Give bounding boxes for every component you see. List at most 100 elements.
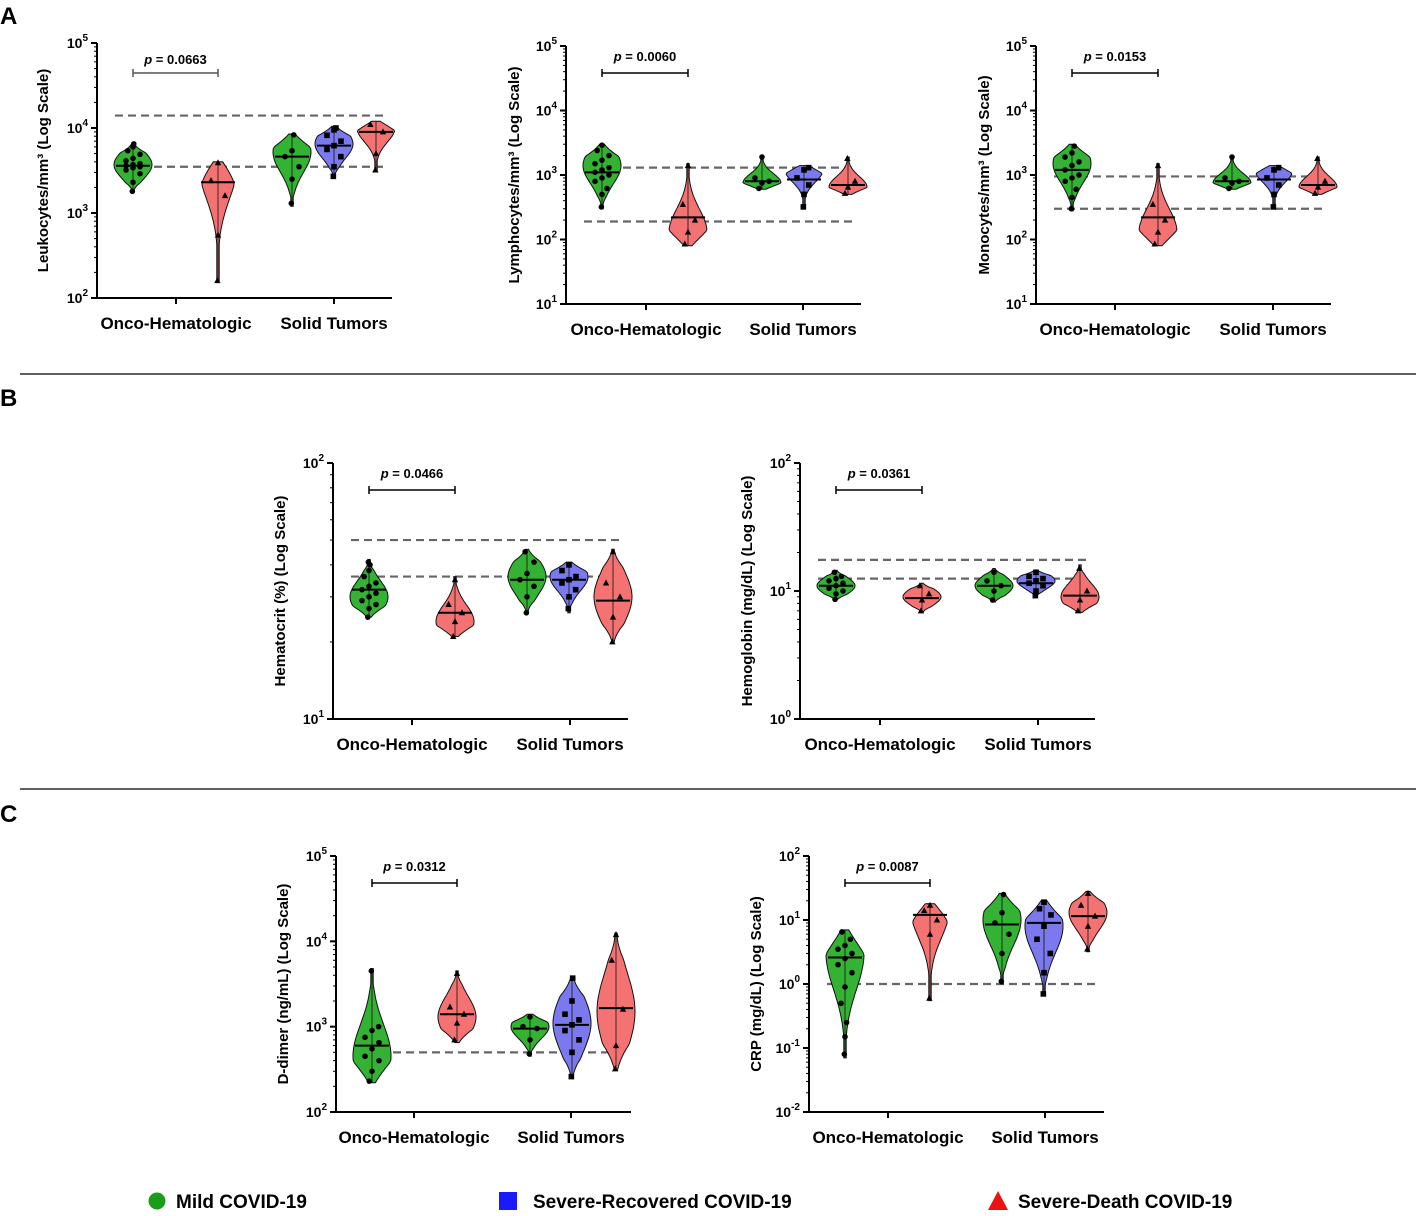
data-point <box>331 143 337 149</box>
data-point <box>1047 951 1053 957</box>
data-point <box>324 147 330 153</box>
violin-mild <box>583 142 621 209</box>
data-point <box>359 587 365 593</box>
y-axis-label: CRP (mg/dL) (Log Scale) <box>748 896 765 1072</box>
data-point <box>333 125 339 131</box>
data-point <box>592 170 598 176</box>
data-point <box>331 174 337 180</box>
y-tick-label: 104 <box>67 118 89 136</box>
x-category-label: Onco-Hematologic <box>804 735 955 754</box>
data-point <box>1033 578 1039 584</box>
y-tick-label: 101 <box>303 709 325 727</box>
violin-mild <box>511 1014 549 1057</box>
legend-label-death: Severe-Death COVID-19 <box>1018 1192 1232 1213</box>
data-point <box>756 186 762 192</box>
data-point <box>566 606 572 612</box>
violin-death <box>597 931 635 1071</box>
data-point <box>1069 195 1075 201</box>
data-point <box>842 943 848 949</box>
data-point <box>842 1051 848 1057</box>
x-category-label: Solid Tumors <box>1219 320 1326 339</box>
data-point <box>840 588 846 594</box>
square-marker-icon <box>499 1192 517 1210</box>
y-tick-label: 101 <box>536 294 558 312</box>
y-tick-label: 100 <box>779 974 801 992</box>
data-point <box>833 591 839 597</box>
violin-mild <box>350 559 388 620</box>
chart-hemoglobin: 100101102Onco-Hematologic Solid TumorsHem… <box>739 453 1099 754</box>
x-category-label: Solid Tumors <box>516 735 623 754</box>
panel-letter-a: A <box>0 3 17 30</box>
data-point <box>527 1014 533 1020</box>
data-point <box>759 180 765 186</box>
data-point <box>842 1034 848 1040</box>
chart-crp: 10-2 10-1 100 101 102 Onco-Hematologic Solid T… <box>748 846 1107 1147</box>
data-point <box>338 138 344 144</box>
y-tick-label: 105 <box>536 36 558 54</box>
violin-death <box>436 576 474 639</box>
data-point <box>1069 163 1075 169</box>
data-point <box>801 192 807 198</box>
violin-mild <box>983 892 1021 984</box>
data-point <box>366 583 372 589</box>
data-point <box>137 152 143 158</box>
panel-letter-b: B <box>0 385 17 412</box>
y-tick-label: 102 <box>536 230 558 248</box>
pvalue-label: p = 0.0663 <box>143 52 207 67</box>
data-point <box>373 602 379 608</box>
data-point <box>752 175 758 181</box>
data-point <box>282 154 288 160</box>
data-point <box>569 1050 575 1056</box>
data-point <box>123 158 129 164</box>
data-point <box>1236 178 1242 184</box>
violin-death <box>913 902 947 1001</box>
chart-lymphocytes: 101102103104105Onco-Hematologic Solid Tum… <box>506 36 867 339</box>
data-point <box>613 931 619 937</box>
data-point <box>1155 162 1161 168</box>
x-category-label: Solid Tumors <box>984 735 1091 754</box>
data-point <box>522 549 528 555</box>
data-point <box>576 1017 582 1023</box>
data-point <box>331 164 337 170</box>
y-tick-label: 104 <box>536 101 558 119</box>
data-point <box>849 970 855 976</box>
data-point <box>992 920 998 926</box>
x-category-label: Onco-Hematologic <box>338 1128 489 1147</box>
violin-mild <box>508 549 546 616</box>
data-point <box>137 161 143 167</box>
violin-mild <box>817 569 855 602</box>
violin-mild <box>975 568 1013 602</box>
data-point <box>1062 178 1068 184</box>
data-point <box>1040 576 1046 582</box>
x-category-label: Onco-Hematologic <box>100 314 251 333</box>
data-point <box>1276 182 1282 188</box>
data-point <box>1222 175 1228 181</box>
data-point <box>562 1028 568 1034</box>
data-point <box>517 577 523 583</box>
data-point <box>1026 574 1032 580</box>
x-category-label: Onco-Hematologic <box>1039 320 1190 339</box>
data-point <box>1271 204 1277 210</box>
data-point <box>998 583 1004 589</box>
data-point <box>570 975 576 981</box>
data-point <box>366 1078 372 1084</box>
data-point <box>844 1020 850 1026</box>
violin-recovered <box>1256 165 1292 210</box>
pvalue-label: p = 0.0466 <box>380 466 444 481</box>
x-category-label: Onco-Hematologic <box>570 320 721 339</box>
data-point <box>359 598 365 604</box>
data-point <box>531 559 537 565</box>
data-point <box>1069 150 1075 156</box>
charts-container: 102 103 104 105 Onco-Hematologic Solid Tumors… <box>35 33 1337 1147</box>
violin-death <box>594 548 632 644</box>
data-point <box>604 186 610 192</box>
data-point <box>366 594 372 600</box>
data-point <box>1033 588 1039 594</box>
data-point <box>373 590 379 596</box>
y-tick-label: 101 <box>779 910 801 928</box>
data-point <box>806 165 812 171</box>
data-point <box>573 587 579 593</box>
x-category-label: Solid Tumors <box>749 320 856 339</box>
panel-letter-c: C <box>0 801 17 828</box>
data-point <box>1006 931 1012 937</box>
